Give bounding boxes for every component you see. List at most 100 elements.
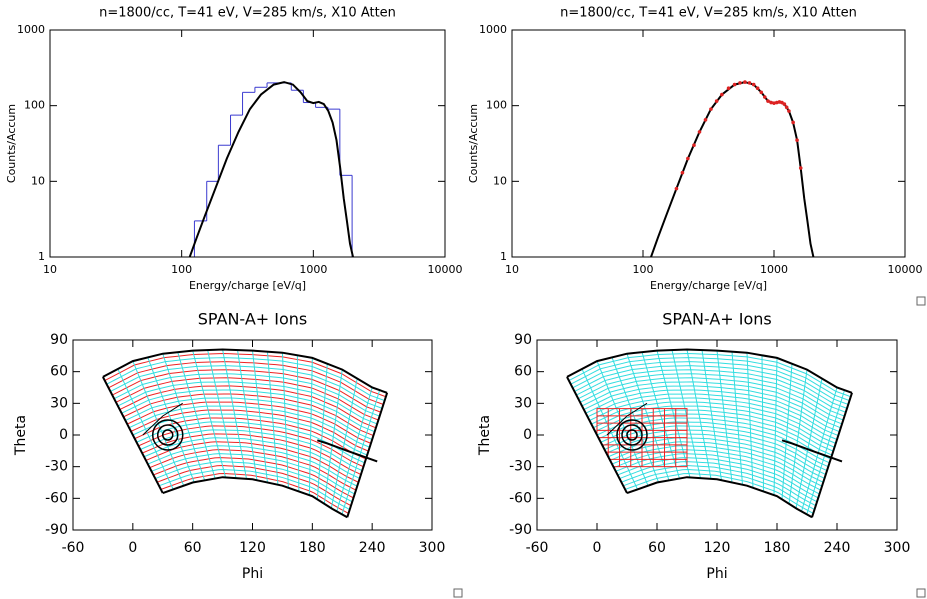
- mesh-line: [801, 387, 838, 512]
- mesh-line: [308, 357, 313, 496]
- x-tick-label: 180: [764, 540, 791, 556]
- x-tick-label: 60: [184, 540, 202, 556]
- data-point: [692, 143, 696, 148]
- data-point: [680, 170, 685, 175]
- outline-bottom: [162, 476, 348, 519]
- corner-icon: [916, 296, 926, 306]
- y-tick-label: 1: [500, 250, 507, 263]
- y-tick-label: -30: [509, 459, 532, 475]
- x-tick-label: 100: [171, 263, 192, 276]
- data-point: [795, 138, 799, 142]
- mesh-line: [788, 369, 808, 504]
- mesh-line: [761, 355, 764, 492]
- mesh: [102, 349, 388, 518]
- mesh-line: [207, 349, 237, 479]
- x-tick-label: -60: [62, 540, 85, 556]
- target-ring: [626, 429, 638, 441]
- x-tick-label: 60: [648, 540, 666, 556]
- outline-top: [566, 348, 853, 394]
- y-tick-label: 1000: [479, 23, 507, 36]
- fit-curve: [188, 81, 354, 258]
- y-tick-label: -90: [45, 522, 68, 538]
- x-tick-label: 1000: [760, 263, 788, 276]
- mesh-line: [296, 355, 300, 492]
- y-tick-label: -60: [509, 490, 532, 506]
- mesh-line: [656, 350, 691, 478]
- data-point: [791, 120, 795, 125]
- chart-title: n=1800/cc, T=41 eV, V=285 km/s, X10 Atte…: [99, 6, 396, 21]
- y-tick-label: -30: [45, 459, 68, 475]
- y-tick-label: 100: [486, 99, 507, 112]
- mesh-line: [716, 350, 733, 483]
- data-point: [747, 81, 752, 85]
- mesh-line: [323, 369, 343, 504]
- target-ring: [621, 424, 643, 446]
- x-tick-label: 180: [299, 540, 326, 556]
- mesh-line: [773, 357, 778, 496]
- x-tick-label: 120: [239, 540, 266, 556]
- outline-top: [102, 348, 388, 394]
- outline-bottom: [626, 476, 813, 519]
- mesh-line: [281, 352, 289, 488]
- mesh-line: [701, 349, 722, 481]
- mesh-line: [641, 351, 680, 479]
- arm-line: [606, 402, 648, 436]
- mesh-line: [795, 378, 823, 509]
- mesh-line: [117, 368, 174, 490]
- x-tick-label: 240: [824, 540, 851, 556]
- y-tick-label: 10: [31, 174, 45, 187]
- data-point: [709, 107, 713, 111]
- y-tick-label: 60: [514, 364, 532, 380]
- mesh-line: [686, 349, 712, 480]
- corner-icon: [916, 588, 926, 598]
- data-point: [782, 102, 787, 106]
- y-tick-label: 0: [523, 427, 532, 443]
- x-tick-label: 10: [505, 263, 519, 276]
- target-ring: [156, 424, 179, 446]
- x-tick-label: 10: [43, 263, 57, 276]
- mesh-line: [177, 351, 216, 479]
- data-point: [772, 101, 776, 105]
- mesh-line: [330, 378, 358, 509]
- data-point: [769, 100, 773, 105]
- x-tick-label: 1000: [299, 263, 327, 276]
- chart-title: SPAN-A+ Ions: [198, 310, 308, 329]
- data-point: [759, 90, 764, 95]
- data-point: [784, 105, 789, 110]
- mesh: [567, 349, 852, 518]
- mesh-line: [581, 368, 638, 490]
- outline-side: [811, 392, 853, 518]
- mesh-line: [162, 353, 206, 481]
- mesh-line: [781, 363, 793, 500]
- data-point: [755, 86, 760, 91]
- chart-title: n=1800/cc, T=41 eV, V=285 km/s, X10 Atte…: [560, 6, 857, 21]
- mesh-line: [316, 363, 328, 500]
- y-axis-label: Counts/Accum: [5, 104, 18, 183]
- plot-frame: [49, 29, 446, 258]
- y-axis-label: Counts/Accum: [467, 104, 480, 183]
- mesh-line: [237, 349, 258, 481]
- data-point: [738, 81, 742, 85]
- mesh-line: [266, 351, 279, 485]
- data-point: [726, 86, 731, 91]
- x-tick-label: 300: [419, 540, 446, 556]
- y-tick-label: 90: [514, 332, 532, 348]
- target-ring: [616, 419, 648, 451]
- x-tick-label: 240: [359, 540, 386, 556]
- y-tick-label: 10: [493, 174, 507, 187]
- x-axis-label: Phi: [706, 566, 727, 582]
- arm-line: [142, 402, 183, 436]
- y-tick-label: -60: [45, 490, 68, 506]
- chart-title: SPAN-A+ Ions: [662, 310, 772, 329]
- y-tick-label: 0: [59, 427, 68, 443]
- mesh-line: [341, 389, 381, 515]
- x-tick-label: 10000: [888, 263, 923, 276]
- y-tick-label: 30: [50, 395, 68, 411]
- y-tick-label: 60: [50, 364, 68, 380]
- y-tick-label: 30: [514, 395, 532, 411]
- mesh-line: [746, 352, 754, 488]
- data-point: [732, 82, 737, 87]
- data-point: [703, 118, 708, 122]
- data-point: [720, 92, 724, 97]
